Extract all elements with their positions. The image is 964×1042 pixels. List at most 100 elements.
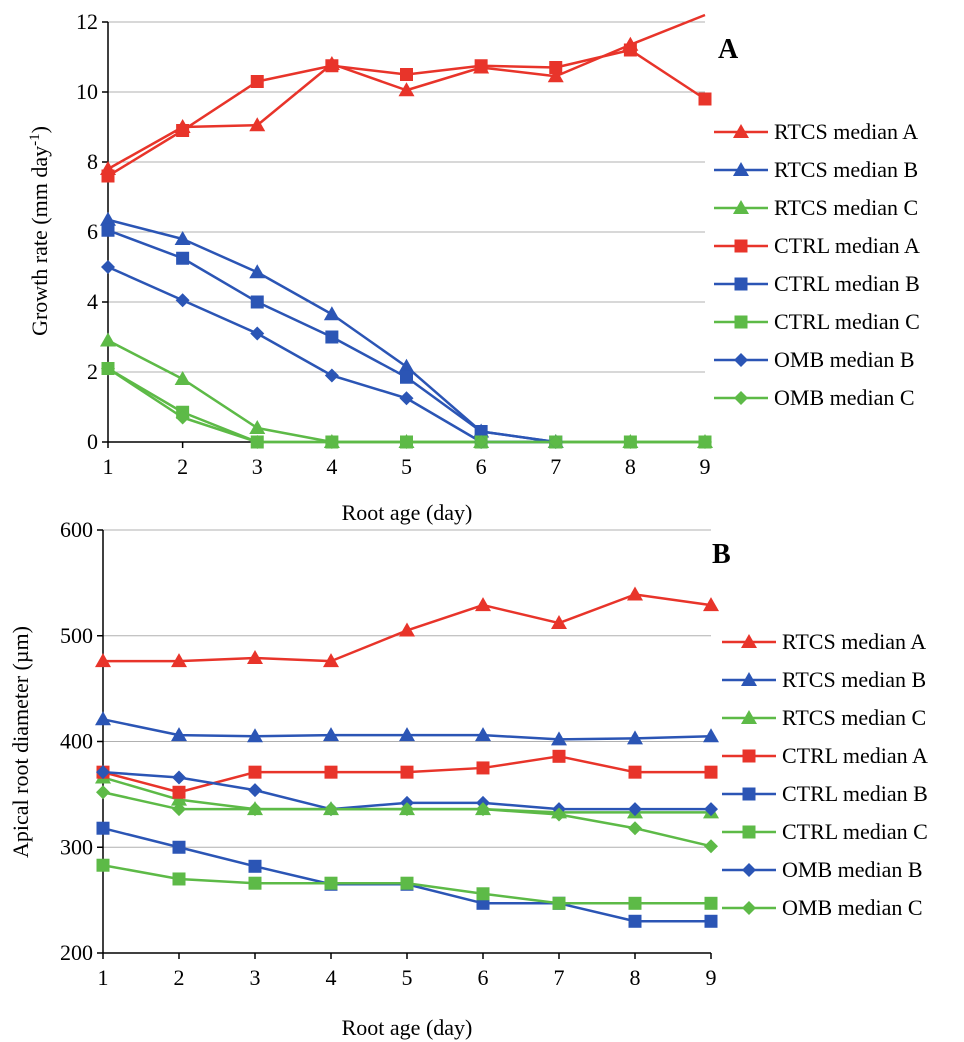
panel-b-y-tick-label-500: 500 (60, 623, 93, 648)
panel-a-point-ctrl-median-a-day-3 (250, 75, 264, 88)
panel-b-legend-marker-ctrl-median-a (742, 749, 756, 763)
panel-b-point-rtcs-median-a-day-6 (475, 597, 491, 612)
panel-a-legend: RTCS median A RTCS median B RTCS median C C… (714, 119, 920, 410)
panel-b-point-ctrl-median-b-day-8 (628, 914, 642, 928)
panel-a-legend-label-rtcs-median-c: RTCS median C (774, 195, 918, 220)
panel-a-legend-label-omb-median-b: OMB median B (774, 347, 915, 372)
panel-a-legend-label-ctrl-median-c: CTRL median C (774, 309, 920, 334)
panel-b-point-omb-median-c-day-9 (704, 839, 718, 854)
panel-a-point-rtcs-median-c-day-3 (249, 420, 266, 434)
panel-a-point-omb-median-b-day-4 (324, 368, 339, 383)
panel-a-y-axis-title-superscript: -1 (27, 133, 43, 146)
panel-a-x-tick-label-1: 1 (103, 454, 114, 479)
panel-b-legend-label-ctrl-median-b: CTRL median B (782, 781, 928, 806)
panel-a-y-tick-label-4: 4 (87, 289, 98, 314)
panel-b-legend-label-rtcs-median-a: RTCS median A (782, 629, 926, 654)
panel-a-point-ctrl-median-b-day-6 (474, 425, 488, 438)
panel-b-point-ctrl-median-c-day-3 (248, 876, 262, 890)
panel-a-y-tick-label-0: 0 (87, 429, 98, 454)
panel-a-point-rtcs-median-b-day-5 (398, 358, 415, 373)
panel-b-y-tick-label-300: 300 (60, 834, 93, 859)
panel-b-legend-label-rtcs-median-c: RTCS median C (782, 705, 926, 730)
panel-b-point-omb-median-c-day-7 (552, 807, 566, 822)
panel-a-point-ctrl-median-a-day-2 (176, 124, 190, 137)
panel-b-point-ctrl-median-a-day-2 (172, 785, 186, 799)
panel-a-point-ctrl-median-a-day-8 (623, 43, 637, 57)
panel-b-x-axis-title: Root age (day) (342, 1015, 473, 1040)
panel-b-legend-marker-ctrl-median-c (742, 825, 756, 839)
panel-b-series (95, 586, 719, 928)
panel-b-point-rtcs-median-b-day-8 (627, 730, 643, 745)
panel-b-point-ctrl-median-c-day-4 (324, 876, 338, 890)
panel-a-x-tick-label-4: 4 (326, 454, 337, 479)
panel-a-point-omb-median-c-day-7 (548, 435, 563, 449)
panel-a-y-axis-title-main: Growth rate (mm day (27, 146, 52, 336)
panel-b-legend-marker-rtcs-median-a (741, 634, 757, 648)
panel-a-point-omb-median-c-day-2 (175, 410, 190, 425)
panel-a-gridlines (108, 21, 705, 373)
panel-a-y-tick-label-10: 10 (76, 79, 98, 104)
panel-b-point-rtcs-median-a-day-1 (95, 653, 111, 668)
panel-b-point-omb-median-c-day-6 (476, 802, 490, 817)
panel-b-point-omb-median-c-day-2 (172, 802, 186, 817)
panel-b-legend: RTCS median A RTCS median B RTCS median C C… (722, 629, 928, 920)
panel-b-point-omb-median-c-day-4 (324, 802, 338, 817)
panel-a-point-omb-median-c-day-5 (399, 435, 414, 449)
panel-a-legend-label-rtcs-median-a: RTCS median A (774, 119, 918, 144)
panel-b-legend-label-ctrl-median-a: CTRL median A (782, 743, 928, 768)
panel-a-point-rtcs-median-b-day-1 (100, 211, 116, 226)
panel-b-point-rtcs-median-a-day-4 (323, 653, 339, 668)
panel-b-point-ctrl-median-a-day-8 (628, 765, 642, 779)
panel-a-point-rtcs-median-c-day-1 (100, 332, 116, 347)
panel-a-point-omb-median-b-day-3 (250, 326, 265, 341)
panel-b-point-rtcs-median-a-day-7 (551, 615, 567, 630)
panel-b-x-tick-label-4: 4 (326, 965, 337, 990)
panel-b-point-rtcs-median-b-day-5 (399, 727, 415, 742)
panel-b-point-ctrl-median-c-day-7 (552, 896, 566, 910)
panel-b-point-ctrl-median-a-day-6 (476, 761, 490, 775)
panel-a-point-omb-median-b-day-1 (101, 260, 115, 274)
panel-b-point-omb-median-b-day-2 (172, 770, 186, 785)
panel-b-point-omb-median-c-day-8 (628, 821, 642, 836)
panel-b-x-tick-label-5: 5 (402, 965, 413, 990)
panel-a-point-rtcs-median-b-day-2 (174, 231, 191, 245)
panel-a-point-ctrl-median-a-day-9 (698, 92, 712, 106)
panel-a-y-axis-title-close: ) (27, 126, 52, 133)
panel-a-point-ctrl-median-a-day-7 (549, 61, 563, 74)
panel-b-point-rtcs-median-a-day-3 (247, 649, 263, 664)
panel-a-point-rtcs-median-a-day-7 (547, 68, 564, 83)
panel-a-legend-marker-ctrl-median-a (734, 239, 748, 253)
panel-b-point-ctrl-median-c-day-2 (172, 872, 186, 886)
panel-a-point-ctrl-median-a-day-6 (474, 59, 488, 73)
panel-a-point-rtcs-median-b-day-3 (249, 264, 266, 279)
panel-a-point-ctrl-median-b-day-2 (176, 251, 190, 265)
panel-b-point-rtcs-median-b-day-9 (703, 728, 719, 743)
panel-b-point-ctrl-median-c-day-8 (628, 896, 642, 910)
panel-b-point-ctrl-median-c-day-5 (400, 876, 414, 890)
panel-a-legend-label-ctrl-median-b: CTRL median B (774, 271, 920, 296)
panel-b-y-tick-label-200: 200 (60, 940, 93, 965)
panel-a-x-tick-label-3: 3 (252, 454, 263, 479)
panel-b-point-rtcs-median-b-day-3 (247, 728, 263, 743)
panel-a-point-omb-median-c-day-4 (324, 435, 339, 449)
panel-b-point-rtcs-median-b-day-6 (475, 727, 491, 742)
panel-a-point-ctrl-median-a-day-5 (400, 68, 413, 81)
panel-b-tick-labels: 200 300 400 500 600 1 2 3 4 5 6 7 8 9 (60, 517, 717, 990)
panel-b-point-rtcs-median-b-day-2 (171, 727, 187, 742)
panel-b-legend-marker-omb-median-c (742, 901, 756, 915)
panel-a-point-rtcs-median-c-day-2 (174, 371, 191, 385)
panel-b-y-tick-label-400: 400 (60, 729, 93, 754)
panel-b-x-tick-label-1: 1 (98, 965, 109, 990)
panel-b-y-tick-label-600: 600 (60, 517, 93, 542)
panel-a-point-omb-median-c-day-3 (250, 435, 265, 449)
panel-b-point-omb-median-c-day-3 (248, 802, 262, 817)
panel-b-point-ctrl-median-a-day-4 (324, 765, 338, 779)
panel-a-point-omb-median-c-day-8 (623, 435, 638, 449)
panel-a-x-tick-label-7: 7 (550, 454, 561, 479)
panel-b-point-omb-median-b-day-3 (248, 783, 262, 798)
panel-a-legend-marker-ctrl-median-c (734, 315, 748, 329)
panel-b-legend-marker-rtcs-median-b (741, 672, 757, 686)
